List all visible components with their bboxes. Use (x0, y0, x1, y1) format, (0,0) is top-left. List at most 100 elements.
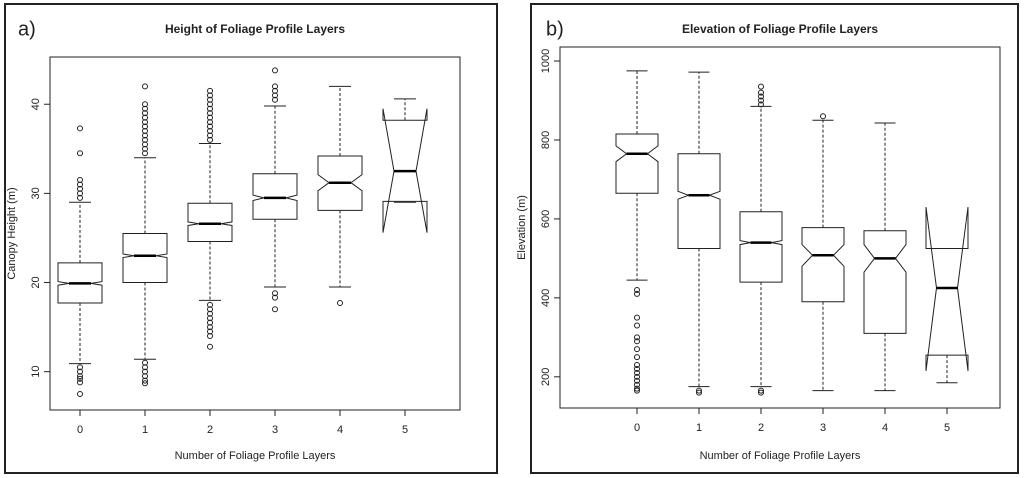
outlier (142, 368, 148, 375)
outlier (272, 290, 278, 297)
x-tick-label: 5 (402, 424, 408, 436)
x-tick-label: 0 (634, 422, 640, 434)
outlier (207, 110, 213, 117)
box (739, 211, 783, 283)
plot-frame (559, 46, 1001, 409)
outlier (696, 387, 702, 394)
outlier (207, 127, 213, 134)
outlier (77, 375, 83, 382)
y-tick-label: 400 (540, 289, 552, 307)
x-axis-label: Number of Foliage Profile Layers (700, 450, 861, 462)
outlier (272, 83, 278, 90)
outlier (272, 92, 278, 99)
outlier (77, 373, 83, 380)
outlier (820, 113, 826, 120)
x-tick-label: 3 (820, 422, 826, 434)
outlier (142, 119, 148, 126)
outlier (634, 290, 640, 297)
outlier (142, 380, 148, 387)
y-tick-label: 10 (30, 366, 42, 378)
chart-title: Height of Foliage Profile Layers (165, 22, 345, 36)
outlier (634, 334, 640, 341)
outlier (207, 301, 213, 308)
outlier (634, 369, 640, 376)
outlier (142, 101, 148, 108)
box (677, 153, 721, 250)
outlier (77, 150, 83, 157)
outlier (758, 387, 764, 394)
outlier (272, 67, 278, 74)
y-axis-label: Canopy Height (m) (6, 187, 18, 279)
outlier (142, 132, 148, 139)
outlier (207, 324, 213, 331)
y-tick-label: 20 (30, 276, 42, 288)
outlier (272, 87, 278, 94)
outlier (634, 387, 640, 394)
outlier (207, 123, 213, 130)
outlier (207, 333, 213, 340)
y-tick-label: 1000 (540, 49, 552, 73)
outlier (758, 101, 764, 108)
outlier (337, 300, 343, 307)
plot-frame (49, 56, 461, 411)
outlier (77, 194, 83, 201)
y-tick-label: 600 (540, 210, 552, 228)
y-axis-label: Elevation (m) (516, 195, 528, 260)
outlier (207, 87, 213, 94)
x-tick-label: 2 (758, 422, 764, 434)
outlier (272, 96, 278, 103)
outlier (634, 354, 640, 361)
outlier (77, 379, 83, 386)
x-tick-label: 2 (207, 424, 213, 436)
panel-label: b) (546, 18, 564, 40)
y-tick-label: 800 (540, 131, 552, 149)
outlier (142, 127, 148, 134)
x-tick-label: 5 (944, 422, 950, 434)
outlier (207, 315, 213, 322)
outlier (634, 385, 640, 392)
outlier (142, 377, 148, 384)
outlier (634, 381, 640, 388)
outlier (77, 181, 83, 188)
outlier (77, 125, 83, 132)
outlier (77, 190, 83, 197)
box (801, 227, 845, 303)
x-tick-label: 1 (142, 424, 148, 436)
box (122, 233, 168, 284)
x-axis-label: Number of Foliage Profile Layers (175, 450, 336, 462)
outlier (272, 294, 278, 301)
outlier (207, 92, 213, 99)
outlier (77, 368, 83, 375)
chart-title: Elevation of Foliage Profile Layers (682, 22, 878, 36)
outlier (758, 97, 764, 104)
outlier (77, 390, 83, 397)
outlier (142, 141, 148, 148)
outlier (696, 389, 702, 396)
outlier (207, 306, 213, 313)
outlier (634, 338, 640, 345)
outlier (207, 101, 213, 108)
outlier (758, 389, 764, 396)
outlier (142, 114, 148, 121)
outlier (634, 365, 640, 372)
outlier (142, 364, 148, 371)
outlier (77, 185, 83, 192)
y-tick-label: 30 (30, 187, 42, 199)
outlier (142, 145, 148, 152)
outlier (142, 150, 148, 157)
panel-border (4, 3, 498, 474)
x-tick-label: 0 (77, 424, 83, 436)
outlier (634, 377, 640, 384)
outlier (272, 306, 278, 313)
y-tick-label: 200 (540, 368, 552, 386)
panel-label: a) (18, 18, 36, 40)
box (187, 202, 233, 243)
outlier (142, 83, 148, 90)
outlier (758, 83, 764, 90)
outlier (634, 314, 640, 321)
outlier (207, 119, 213, 126)
box (615, 133, 659, 194)
outlier (142, 105, 148, 112)
outlier (77, 364, 83, 371)
